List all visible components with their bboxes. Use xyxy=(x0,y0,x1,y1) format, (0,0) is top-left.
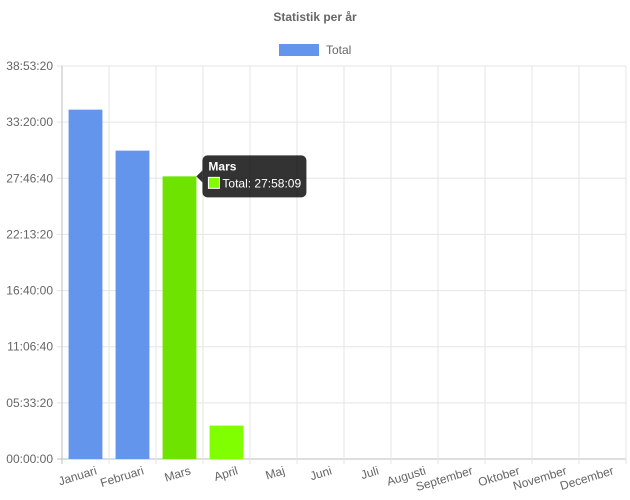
y-axis-ticks: 00:00:00 05:33:20 11:06:40 16:40:00 22:13:20… xyxy=(6,59,53,466)
legend-swatch xyxy=(279,44,319,56)
x-tick-label: December xyxy=(558,463,615,493)
y-tick-label: 27:46:40 xyxy=(6,171,53,185)
grid-lines xyxy=(57,65,627,464)
tooltip-box xyxy=(202,155,307,198)
y-tick-label: 00:00:00 xyxy=(6,452,53,466)
x-tick-label: Februari xyxy=(99,463,146,489)
tooltip-caret xyxy=(196,170,203,183)
y-tick-label: 38:53:20 xyxy=(6,59,53,73)
y-tick-label: 05:33:20 xyxy=(6,396,53,410)
tooltip-swatch xyxy=(207,176,220,189)
bar-januari[interactable] xyxy=(68,109,103,460)
chart-title: Statistik per år xyxy=(273,10,357,24)
tooltip-title: Mars xyxy=(208,159,236,173)
legend-label-total: Total xyxy=(326,43,351,57)
y-tick-label: 22:13:20 xyxy=(6,227,53,241)
x-tick-label: Mars xyxy=(163,463,193,484)
x-axis-ticks: Januari Februari Mars April Maj Juni Juli Augus… xyxy=(57,463,616,494)
y-tick-label: 11:06:40 xyxy=(7,340,53,354)
y-tick-label: 33:20:00 xyxy=(6,115,53,129)
bar-mars[interactable] xyxy=(162,176,197,459)
x-tick-label: April xyxy=(212,463,239,483)
bars xyxy=(68,109,244,460)
legend[interactable]: Total xyxy=(279,43,351,57)
x-tick-label: Juli xyxy=(359,463,380,482)
tooltip: Mars Total: 27:58:09 xyxy=(196,155,307,198)
bar-februari[interactable] xyxy=(115,150,150,459)
x-tick-label: Juni xyxy=(308,463,333,483)
x-tick-label: Januari xyxy=(57,463,99,488)
tooltip-body: Total: 27:58:09 xyxy=(222,176,301,190)
x-tick-label: Maj xyxy=(264,463,287,482)
y-tick-label: 16:40:00 xyxy=(6,284,53,298)
bar-april[interactable] xyxy=(209,425,244,459)
